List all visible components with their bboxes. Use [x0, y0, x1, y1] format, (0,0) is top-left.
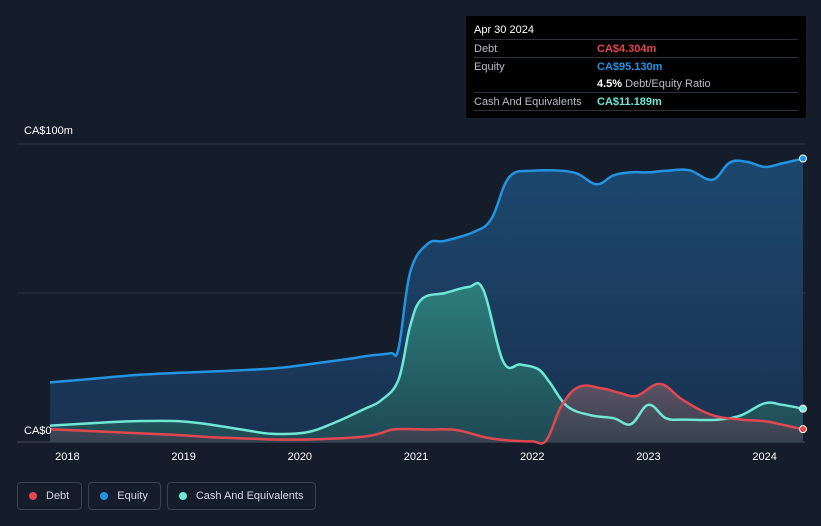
tooltip-debt-label: Debt	[474, 42, 498, 55]
equity-line	[49, 157, 804, 384]
x-tick-label: 2024	[752, 451, 777, 463]
cash-area	[50, 283, 803, 442]
x-tick-label: 2020	[287, 451, 313, 463]
tooltip-equity-row: Equity CA$95.130m	[474, 57, 798, 75]
legend-dot-cash	[178, 492, 187, 500]
series-lines	[49, 157, 804, 445]
cash-line	[49, 281, 804, 436]
debt-area	[50, 383, 803, 444]
y-tick-label-zero: CA$0	[24, 425, 52, 437]
x-tick-label: 2018	[55, 451, 80, 463]
x-tick-label: 2023	[636, 451, 661, 463]
legend-label-debt: Debt	[46, 490, 70, 502]
tooltip-ratio-row: 4.5% Debt/Equity Ratio	[474, 75, 798, 92]
tooltip-panel: Apr 30 2024 Debt CA$4.304m Equity CA$95.…	[466, 16, 806, 118]
tooltip-cash-label: Cash And Equivalents	[474, 95, 582, 108]
tooltip-cash-row: Cash And Equivalents CA$11.189m	[474, 92, 798, 111]
debt-end-point	[799, 425, 807, 434]
tooltip-equity-value: CA$95.130m	[597, 60, 663, 73]
tooltip-cash-value: CA$11.189m	[597, 95, 662, 108]
area-fills	[50, 158, 803, 444]
tooltip-date: Apr 30 2024	[474, 24, 534, 36]
legend-label-cash: Cash And Equivalents	[195, 490, 304, 502]
x-tick-label: 2021	[403, 451, 429, 463]
y-tick-label-top: CA$100m	[24, 125, 73, 137]
legend-label-equity: Equity	[117, 490, 148, 502]
tooltip-ratio-value: 4.5%	[597, 77, 623, 90]
legend-item-cash[interactable]: Cash And Equivalents	[166, 482, 317, 510]
x-tick-label: 2022	[519, 451, 545, 463]
tooltip-debt-row: Debt CA$4.304m	[474, 39, 798, 57]
x-tick-label: 2019	[171, 451, 196, 463]
chart-legend: Debt Equity Cash And Equivalents	[17, 482, 317, 510]
tooltip-ratio-label: Debt/Equity Ratio	[625, 77, 711, 90]
cash-end-point	[799, 404, 807, 413]
debt-line	[49, 382, 804, 445]
tooltip-debt-value: CA$4.304m	[597, 42, 657, 55]
legend-item-equity[interactable]: Equity	[88, 482, 161, 510]
end-markers	[799, 154, 807, 434]
tooltip-equity-label: Equity	[474, 60, 505, 73]
legend-dot-equity	[100, 492, 109, 500]
equity-end-point	[799, 154, 807, 163]
legend-item-debt[interactable]: Debt	[17, 482, 83, 510]
legend-dot-debt	[29, 492, 37, 500]
